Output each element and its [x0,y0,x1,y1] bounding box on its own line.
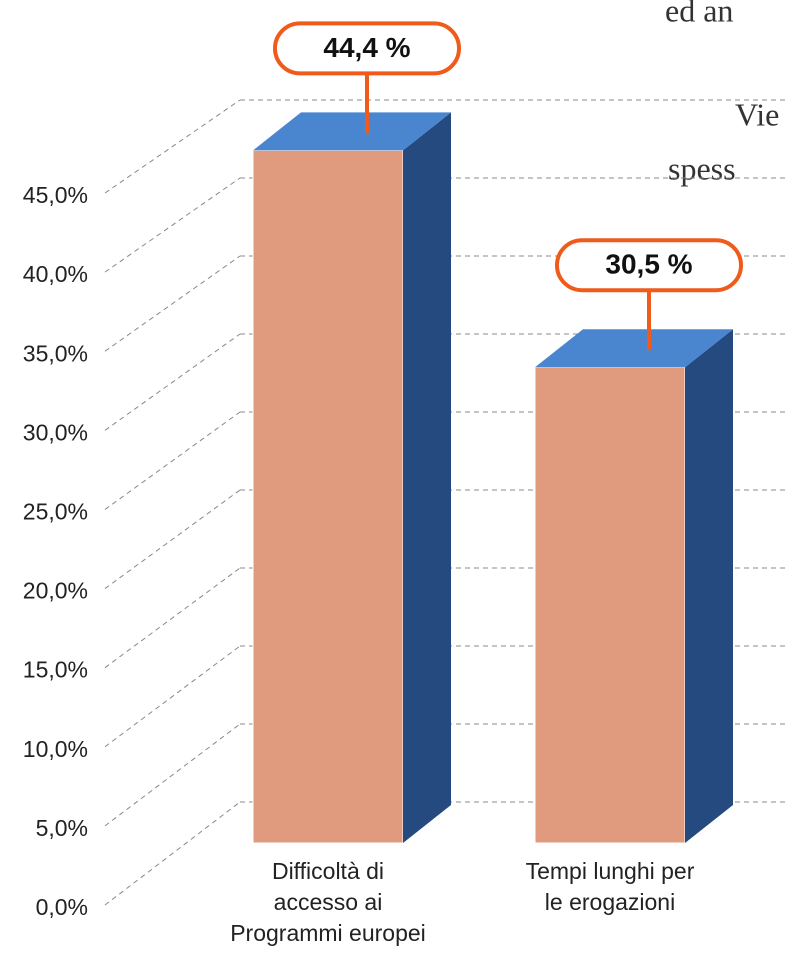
background-text: Vie [735,96,779,132]
bar-top [535,329,733,368]
bar-side [403,112,451,844]
background-text: spess [668,150,736,186]
y-tick-label: 15,0% [23,657,88,683]
x-tick-label: Tempi lunghi per le erogazioni [525,858,695,915]
bar-side [685,329,733,843]
grid-line [104,567,241,669]
y-tick-label: 25,0% [23,499,88,525]
value-label: 44,4 % [323,32,410,63]
callout-box [555,238,743,293]
grid-line [104,255,241,352]
value-label: 30,5 % [605,249,692,280]
grid-line [104,489,241,589]
y-tick-label: 30,0% [23,419,88,445]
grid-line [104,177,241,273]
bar-front [534,366,686,844]
callout-box [273,21,461,76]
y-tick-label: 5,0% [36,815,88,841]
grid-line [104,99,241,194]
grid-line [104,333,241,431]
grid-line [104,411,241,510]
y-tick-label: 45,0% [23,182,88,208]
bar-front [252,149,404,844]
y-tick-label: 10,0% [23,736,88,762]
grid-line [104,723,241,827]
y-tick-label: 35,0% [23,340,88,366]
y-tick-label: 40,0% [23,261,88,287]
x-tick-label: Difficoltà di accesso ai Programmi europ… [230,858,426,946]
background-text: ed an [665,0,733,28]
grid-line [104,801,241,906]
grid-line [104,645,241,748]
bar-top [253,112,451,151]
y-tick-label: 20,0% [23,578,88,604]
y-tick-label: 0,0% [36,894,88,920]
